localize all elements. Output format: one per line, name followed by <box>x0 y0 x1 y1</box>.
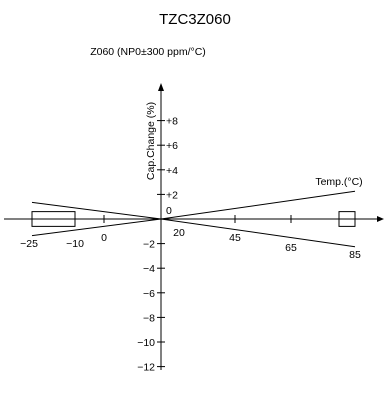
x-tick-label: 0 <box>101 232 107 244</box>
x-ticks: −25 −10 0 20 45 65 85 <box>20 215 361 261</box>
tolerance-boxes <box>31 211 356 227</box>
chart-title: TZC3Z060 <box>159 11 231 28</box>
y-tick-label: −10 <box>137 337 155 349</box>
y-tick-label: −2 <box>143 239 155 251</box>
x-tick-label: −10 <box>66 238 84 250</box>
x-tick-label: 85 <box>349 249 361 261</box>
x-axis-label: Temp.(°C) <box>315 176 362 188</box>
y-tick-label: +4 <box>166 165 178 177</box>
y-tick-label: +6 <box>166 140 178 152</box>
series-line <box>31 190 356 220</box>
axes <box>4 83 384 370</box>
chart-subtitle: Z060 (NP0±300 ppm/°C) <box>90 46 206 58</box>
series-line <box>31 218 356 248</box>
series-lines <box>31 190 356 248</box>
y-axis-arrow <box>158 83 164 91</box>
y-ticks: +8 +6 +4 +2 0 −2 −4 −6 −8 −10 −12 <box>137 116 178 374</box>
y-axis-label: Cap.Change (%) <box>145 102 157 180</box>
y-tick-label: 0 <box>166 205 172 217</box>
x-tick-label: 45 <box>229 232 241 244</box>
x-tick-label: 20 <box>173 227 185 239</box>
tolerance-box <box>31 211 76 227</box>
y-tick-label: +8 <box>166 116 178 128</box>
y-tick-label: −8 <box>143 312 155 324</box>
x-axis-arrow <box>377 216 384 222</box>
y-tick-label: −4 <box>143 263 155 275</box>
y-tick-label: −6 <box>143 288 155 300</box>
x-tick-label: 65 <box>285 242 297 254</box>
y-tick-label: −12 <box>137 362 155 374</box>
x-tick-label: −25 <box>20 238 38 250</box>
y-tick-label: +2 <box>166 189 178 201</box>
tolerance-box <box>338 211 356 227</box>
